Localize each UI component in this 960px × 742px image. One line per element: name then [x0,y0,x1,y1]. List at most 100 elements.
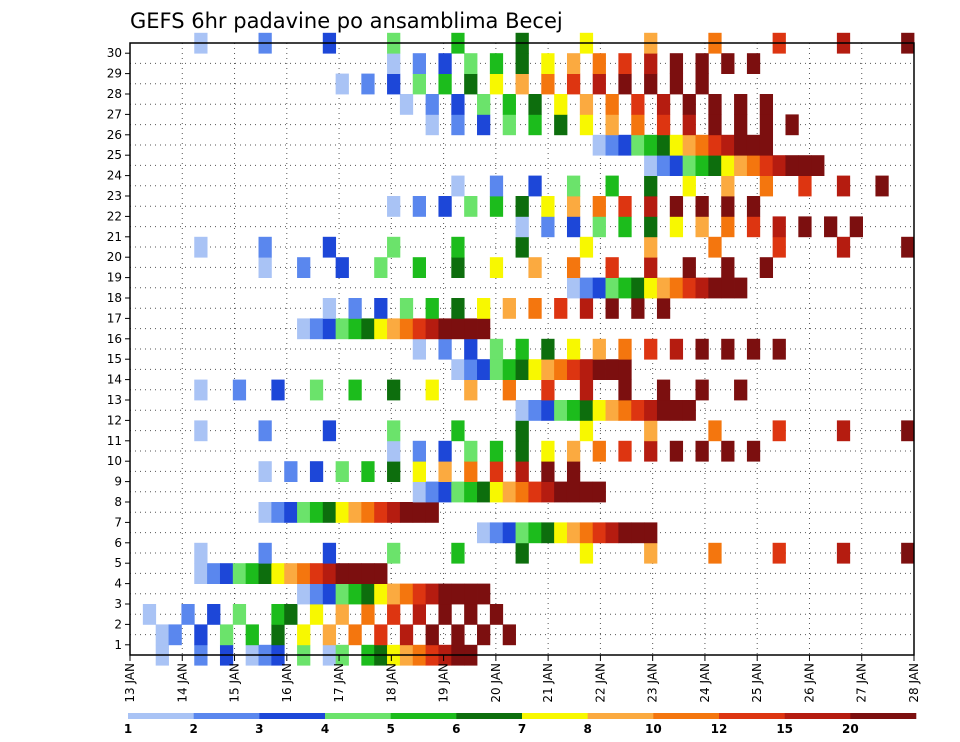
heatmap-cell [631,522,645,544]
heatmap-cell [605,175,619,197]
heatmap-cell [387,196,401,217]
heatmap-cell [695,134,709,156]
heatmap-cell [387,583,401,605]
heatmap-cell [425,318,439,340]
heatmap-cell [644,542,658,564]
heatmap-cell [592,481,606,503]
heatmap-cell [734,379,748,401]
heatmap-cell [464,379,478,401]
heatmap-cell [271,563,285,584]
heatmap-cell [477,114,491,136]
heatmap-cell [644,175,658,197]
colorbar-label: 12 [711,722,728,736]
heatmap-cell [309,318,324,340]
heatmap-cell [746,134,761,156]
heatmap-cell [682,175,696,197]
heatmap-cell [387,236,401,258]
heatmap-cell [387,318,401,340]
heatmap-cell [297,257,311,278]
heatmap-cell [656,134,671,156]
heatmap-cell [438,461,452,482]
heatmap-cell [901,542,915,564]
heatmap-cell [425,379,439,401]
heatmap-cell [708,236,722,258]
heatmap-cell [361,604,375,625]
x-tick-label: 19 JAN [437,663,451,703]
heatmap-cell [554,481,568,503]
heatmap-cell [566,440,581,462]
heatmap-cell [361,461,375,482]
heatmap-cell [348,298,362,319]
colorbar-swatch [587,713,654,719]
y-tick-label: 12 [107,413,122,427]
heatmap-cell [721,196,735,217]
heatmap-cell [631,400,645,421]
heatmap-cell [412,502,426,523]
heatmap-cell [695,73,709,95]
heatmap-cell [438,481,452,503]
heatmap-cell [464,440,478,462]
y-tick-label: 23 [107,189,122,203]
heatmap-cell [489,440,504,462]
colorbar-swatch [784,713,851,719]
heatmap-cell [592,440,606,462]
heatmap-cell [618,216,632,238]
heatmap-cell [502,94,516,115]
heatmap-cell [656,277,671,299]
heatmap-cell [477,318,491,340]
heatmap-cell [579,542,594,564]
heatmap-cell [644,522,658,544]
x-tick-label: 17 JAN [332,663,346,703]
heatmap-cell [412,318,426,340]
y-tick-label: 24 [107,169,122,183]
heatmap-cell [541,440,555,462]
heatmap-cell [605,114,619,136]
heatmap-cell [682,114,696,136]
heatmap-cell [399,624,414,646]
heatmap-cell [515,216,529,238]
heatmap-cell [425,502,439,523]
heatmap-cell [322,502,337,523]
heatmap-cell [708,134,722,156]
heatmap-cell [669,400,684,421]
heatmap-cell [644,53,658,74]
heatmap-cell [464,461,478,482]
heatmap-cell [566,53,581,74]
heatmap-cell [489,522,504,544]
heatmap-cell [605,134,619,156]
heatmap-cell [631,114,645,136]
heatmap-cell [721,155,735,176]
heatmap-cell [284,461,298,482]
x-tick-label: 14 JAN [175,663,189,703]
colorbar-label: 3 [255,722,263,736]
y-tick-label: 5 [114,556,122,570]
x-tick-label: 18 JAN [384,663,398,703]
heatmap-cell [374,298,388,319]
heatmap-cell [258,542,272,564]
heatmap-cell [502,114,516,136]
heatmap-cell [515,196,529,217]
heatmap-cell [901,236,915,258]
heatmap-cell [464,604,478,625]
heatmap-cell [387,542,401,564]
heatmap-cell [541,53,555,74]
colorbar-swatch [325,713,391,719]
heatmap-cell [271,502,285,523]
heatmap-cell [592,216,606,238]
heatmap-cell [477,94,491,115]
y-axis: 1234567891011121314151617181920212223242… [107,46,130,652]
colorbar-label: 15 [776,722,793,736]
heatmap-cell [451,359,465,380]
y-tick-label: 8 [114,495,122,509]
heatmap-cell [194,379,208,401]
x-tick-label: 20 JAN [489,663,503,703]
y-tick-label: 14 [107,373,122,387]
heatmap-cell [554,114,568,136]
heatmap-cell [194,542,208,564]
heatmap-cell [772,155,786,176]
heatmap-cell [579,400,594,421]
heatmap-cell [438,73,452,95]
heatmap-cell [194,624,208,646]
x-tick-label: 16 JAN [280,663,294,703]
heatmap-cell [618,379,632,401]
